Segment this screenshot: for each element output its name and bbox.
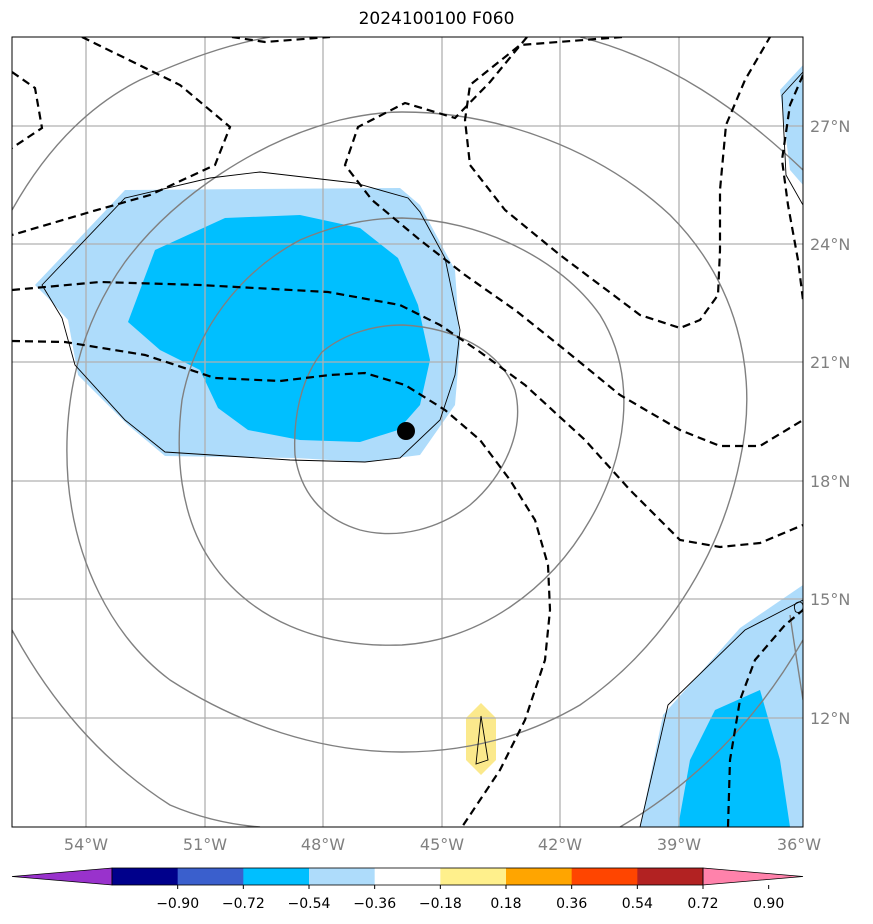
- colorbar-bin: [177, 868, 244, 885]
- colorbar-tick-label: 0.90: [753, 896, 784, 912]
- thin-black-contours: [41, 71, 803, 827]
- colorbar-tick-label: −0.18: [419, 896, 462, 912]
- colorbar-tick-label: −0.36: [353, 896, 396, 912]
- dashed-black-contours: [12, 37, 803, 827]
- map-plot-area: [12, 37, 803, 827]
- graticule: [12, 37, 803, 827]
- colorbar-frame: [111, 867, 704, 886]
- colorbar-bin: [309, 868, 376, 885]
- colorbar-tick-label: 0.36: [556, 896, 587, 912]
- colorbar-tick-label: 0.72: [687, 896, 718, 912]
- lon-label-54w: 54°W: [64, 835, 108, 854]
- lon-label-42w: 42°W: [538, 835, 582, 854]
- lon-label-48w: 48°W: [301, 835, 345, 854]
- colorbar-bin: [112, 868, 179, 885]
- storm-center-marker: [397, 422, 415, 440]
- lon-label-39w: 39°W: [657, 835, 701, 854]
- colorbar-bin: [243, 868, 310, 885]
- lat-label-18n: 18°N: [810, 472, 850, 491]
- colorbar: −0.90 −0.72 −0.54 −0.36 −0.18 0.18 0.36 0.54 0.7…: [11, 867, 804, 912]
- map-title: 2024100100 F060: [358, 9, 515, 29]
- lat-label-27n: 27°N: [810, 117, 850, 136]
- colorbar-bin: [374, 868, 441, 885]
- plot-frame: [11, 36, 804, 828]
- yellow-fill-south: [466, 703, 496, 775]
- colorbar-tick-label: −0.54: [288, 896, 331, 912]
- colorbar-extend-max: [702, 867, 804, 886]
- lat-label-21n: 21°N: [810, 353, 850, 372]
- lat-label-12n: 12°N: [810, 709, 850, 728]
- colorbar-bin: [637, 868, 704, 885]
- colorbar-bin: [440, 868, 507, 885]
- colorbar-tick-label: −0.72: [222, 896, 265, 912]
- lon-label-45w: 45°W: [420, 835, 464, 854]
- colorbar-bin: [571, 868, 638, 885]
- solid-gray-contours: [12, 37, 803, 827]
- light-blue-fill-northeast: [780, 65, 803, 185]
- blue-fill-west: [128, 215, 430, 442]
- colorbar-tick-label: −0.90: [156, 896, 199, 912]
- lat-label-24n: 24°N: [810, 235, 850, 254]
- colorbar-tick-label: 0.54: [622, 896, 653, 912]
- colorbar-bin: [506, 868, 573, 885]
- lat-label-15n: 15°N: [810, 590, 850, 609]
- lon-label-36w: 36°W: [777, 835, 821, 854]
- colorbar-extend-min: [11, 867, 113, 886]
- blue-fill-southeast: [678, 690, 790, 827]
- colorbar-tick-label: 0.18: [490, 896, 521, 912]
- lon-label-51w: 51°W: [183, 835, 227, 854]
